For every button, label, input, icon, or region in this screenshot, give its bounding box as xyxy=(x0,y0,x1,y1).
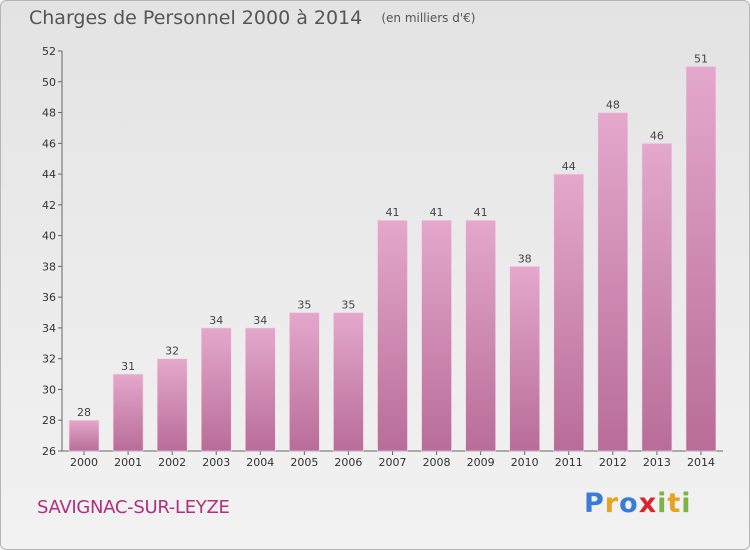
y-tick-label: 36 xyxy=(42,291,56,304)
logo-letter: x xyxy=(638,488,658,519)
bar-2003 xyxy=(200,327,232,452)
bar-2005 xyxy=(289,312,320,452)
y-tick-label: 40 xyxy=(42,230,56,243)
value-label-2003: 34 xyxy=(209,314,223,327)
x-tick-label-2005: 2005 xyxy=(290,456,318,469)
value-label-2002: 32 xyxy=(165,345,179,358)
bar-2004 xyxy=(245,327,276,452)
data-labels: 28 31 32 34 34 35 35 41 41 41 38 44 48 46 51 xyxy=(77,52,708,419)
chart-title: Charges de Personnel 2000 à 2014 xyxy=(29,7,363,29)
logo-letter: o xyxy=(619,488,639,519)
value-label-2005: 35 xyxy=(297,299,311,312)
value-label-2008: 41 xyxy=(430,206,444,219)
bar-2009 xyxy=(465,219,496,452)
y-tick-label: 48 xyxy=(42,107,56,120)
value-label-2007: 41 xyxy=(386,206,400,219)
logo-letter: i xyxy=(681,488,692,519)
y-tick-label: 38 xyxy=(42,260,56,273)
value-label-2014: 51 xyxy=(694,52,708,65)
x-tick-label-2004: 2004 xyxy=(246,456,274,469)
commune-name: SAVIGNAC-SUR-LEYZE xyxy=(37,497,230,518)
x-tick-label-2001: 2001 xyxy=(114,456,142,469)
value-label-2001: 31 xyxy=(121,360,135,373)
logo-letter: i xyxy=(657,488,668,519)
x-tick-label-2006: 2006 xyxy=(334,456,362,469)
y-tick-label: 46 xyxy=(42,137,56,150)
bar-2010 xyxy=(509,266,540,452)
unit-label: (en milliers d'€) xyxy=(381,11,476,25)
bar-2011 xyxy=(553,173,585,452)
x-tick-label-2009: 2009 xyxy=(467,456,495,469)
bar-2000 xyxy=(68,419,100,452)
x-tick-label-2000: 2000 xyxy=(70,456,98,469)
x-tick-label-2010: 2010 xyxy=(511,456,539,469)
x-tick-label-2011: 2011 xyxy=(555,456,583,469)
value-label-2010: 38 xyxy=(518,252,532,265)
logo-letter: P xyxy=(584,488,605,519)
x-tick-label-2003: 2003 xyxy=(202,456,230,469)
y-tick-label: 28 xyxy=(42,414,56,427)
x-tick-label-2002: 2002 xyxy=(158,456,186,469)
value-label-2012: 48 xyxy=(606,99,620,112)
x-tick-label-2014: 2014 xyxy=(687,456,715,469)
y-tick-label: 26 xyxy=(42,445,56,458)
x-tick-label-2008: 2008 xyxy=(423,456,451,469)
y-tick-label: 42 xyxy=(42,199,56,212)
value-label-2000: 28 xyxy=(77,406,91,419)
bar-2008 xyxy=(421,219,452,452)
bar-2007 xyxy=(377,219,408,452)
bar-2013 xyxy=(641,143,673,452)
x-tick-label-2013: 2013 xyxy=(643,456,671,469)
value-label-2009: 41 xyxy=(474,206,488,219)
proxiti-logo: Proxiti xyxy=(584,488,692,519)
value-label-2013: 46 xyxy=(650,129,664,142)
y-tick-label: 34 xyxy=(42,322,56,335)
bar-2006 xyxy=(333,312,364,452)
logo-letter: r xyxy=(604,488,620,519)
value-label-2004: 34 xyxy=(253,314,267,327)
y-tick-label: 30 xyxy=(42,383,56,396)
bar-2012 xyxy=(597,112,629,452)
bar-2002 xyxy=(156,358,188,452)
bars xyxy=(68,66,717,452)
y-tick-label: 52 xyxy=(42,45,56,58)
title-row: Charges de Personnel 2000 à 2014 (en mil… xyxy=(29,7,475,29)
y-tick-label: 44 xyxy=(42,168,56,181)
logo-letter: t xyxy=(667,488,682,519)
bar-2014 xyxy=(685,66,717,452)
x-tick-label-2012: 2012 xyxy=(599,456,627,469)
y-tick-label: 50 xyxy=(42,76,56,89)
x-tick-label-2007: 2007 xyxy=(379,456,407,469)
value-label-2011: 44 xyxy=(562,160,576,173)
bar-2001 xyxy=(112,373,144,452)
value-label-2006: 35 xyxy=(341,299,355,312)
y-tick-label: 32 xyxy=(42,353,56,366)
